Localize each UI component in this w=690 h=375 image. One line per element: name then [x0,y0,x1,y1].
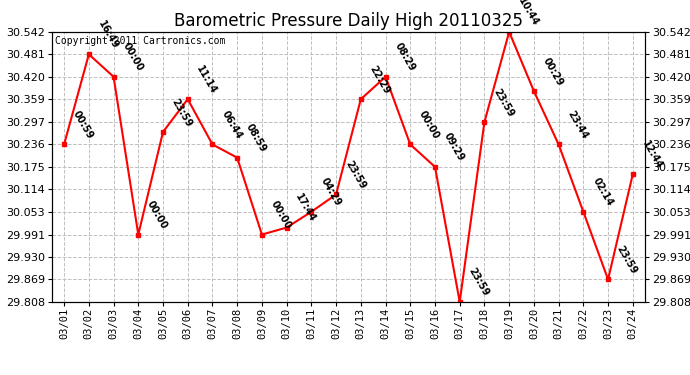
Text: 06:44: 06:44 [219,109,244,141]
Text: 23:59: 23:59 [491,87,515,118]
Text: 08:29: 08:29 [393,41,417,73]
Text: 00:29: 00:29 [541,56,565,87]
Text: 00:00: 00:00 [269,199,293,231]
Text: 23:44: 23:44 [566,109,590,141]
Text: 00:00: 00:00 [121,41,145,73]
Text: 23:59: 23:59 [170,96,194,128]
Text: Copyright 2011 Cartronics.com: Copyright 2011 Cartronics.com [55,36,225,46]
Text: 08:59: 08:59 [244,122,268,154]
Text: 09:29: 09:29 [442,132,466,164]
Text: 17:44: 17:44 [293,192,317,224]
Text: 11:14: 11:14 [195,64,219,96]
Text: 00:00: 00:00 [145,199,169,231]
Text: 00:00: 00:00 [417,109,442,141]
Text: 02:14: 02:14 [590,176,614,208]
Title: Barometric Pressure Daily High 20110325: Barometric Pressure Daily High 20110325 [174,12,523,30]
Text: 16:49: 16:49 [96,19,120,51]
Text: 22:29: 22:29 [368,64,392,96]
Text: 23:59: 23:59 [615,244,639,276]
Text: 12:44: 12:44 [640,139,664,171]
Text: 04:29: 04:29 [318,176,342,208]
Text: 00:59: 00:59 [71,109,95,141]
Text: 23:59: 23:59 [343,159,367,191]
Text: 23:59: 23:59 [466,267,491,298]
Text: 10:44: 10:44 [516,0,540,28]
